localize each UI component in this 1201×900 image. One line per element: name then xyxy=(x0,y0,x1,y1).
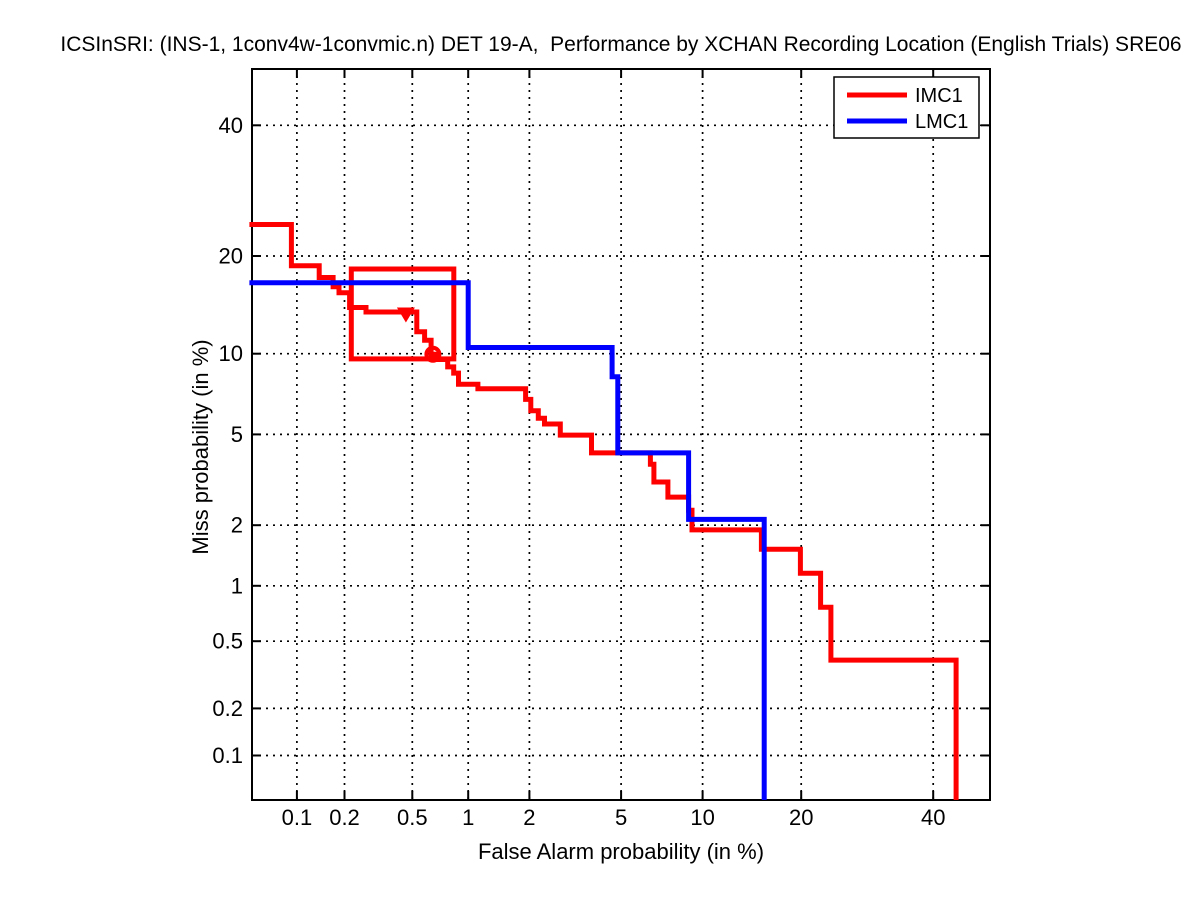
y-tick-label: 20 xyxy=(219,244,243,269)
x-tick-label: 40 xyxy=(921,805,945,830)
y-tick-label: 0.5 xyxy=(212,629,243,654)
det-curve-imc1 xyxy=(249,222,959,800)
x-tick-label: 2 xyxy=(523,805,535,830)
x-tick-label: 0.1 xyxy=(282,805,313,830)
det-curve-lmc1 xyxy=(249,280,767,800)
y-axis-label: Miss probability (in %) xyxy=(188,339,213,555)
y-tick-label: 1 xyxy=(231,573,243,598)
x-tick-label: 1 xyxy=(462,805,474,830)
legend-label: IMC1 xyxy=(915,85,963,107)
legend-box xyxy=(833,76,980,139)
y-tick-label: 2 xyxy=(231,513,243,538)
x-tick-label: 0.2 xyxy=(329,805,360,830)
x-tick-label: 5 xyxy=(615,805,627,830)
annotation-zoom-box xyxy=(348,266,457,362)
legend-label: LMC1 xyxy=(915,111,968,133)
x-tick-label: 0.5 xyxy=(397,805,428,830)
min-dcf-triangle-marker xyxy=(396,307,415,323)
chart-title: ICSInSRI: (INS-1, 1conv4w-1convmic.n) DE… xyxy=(60,33,1182,56)
y-tick-label: 0.2 xyxy=(212,696,243,721)
y-tick-label: 0.1 xyxy=(212,743,243,768)
y-tick-label: 5 xyxy=(231,422,243,447)
x-tick-label: 20 xyxy=(789,805,813,830)
y-tick-label: 10 xyxy=(219,341,243,366)
x-tick-label: 10 xyxy=(690,805,714,830)
y-tick-label: 40 xyxy=(219,113,243,138)
x-axis-label: False Alarm probability (in %) xyxy=(477,839,765,864)
operating-point-circle-marker xyxy=(424,345,442,363)
